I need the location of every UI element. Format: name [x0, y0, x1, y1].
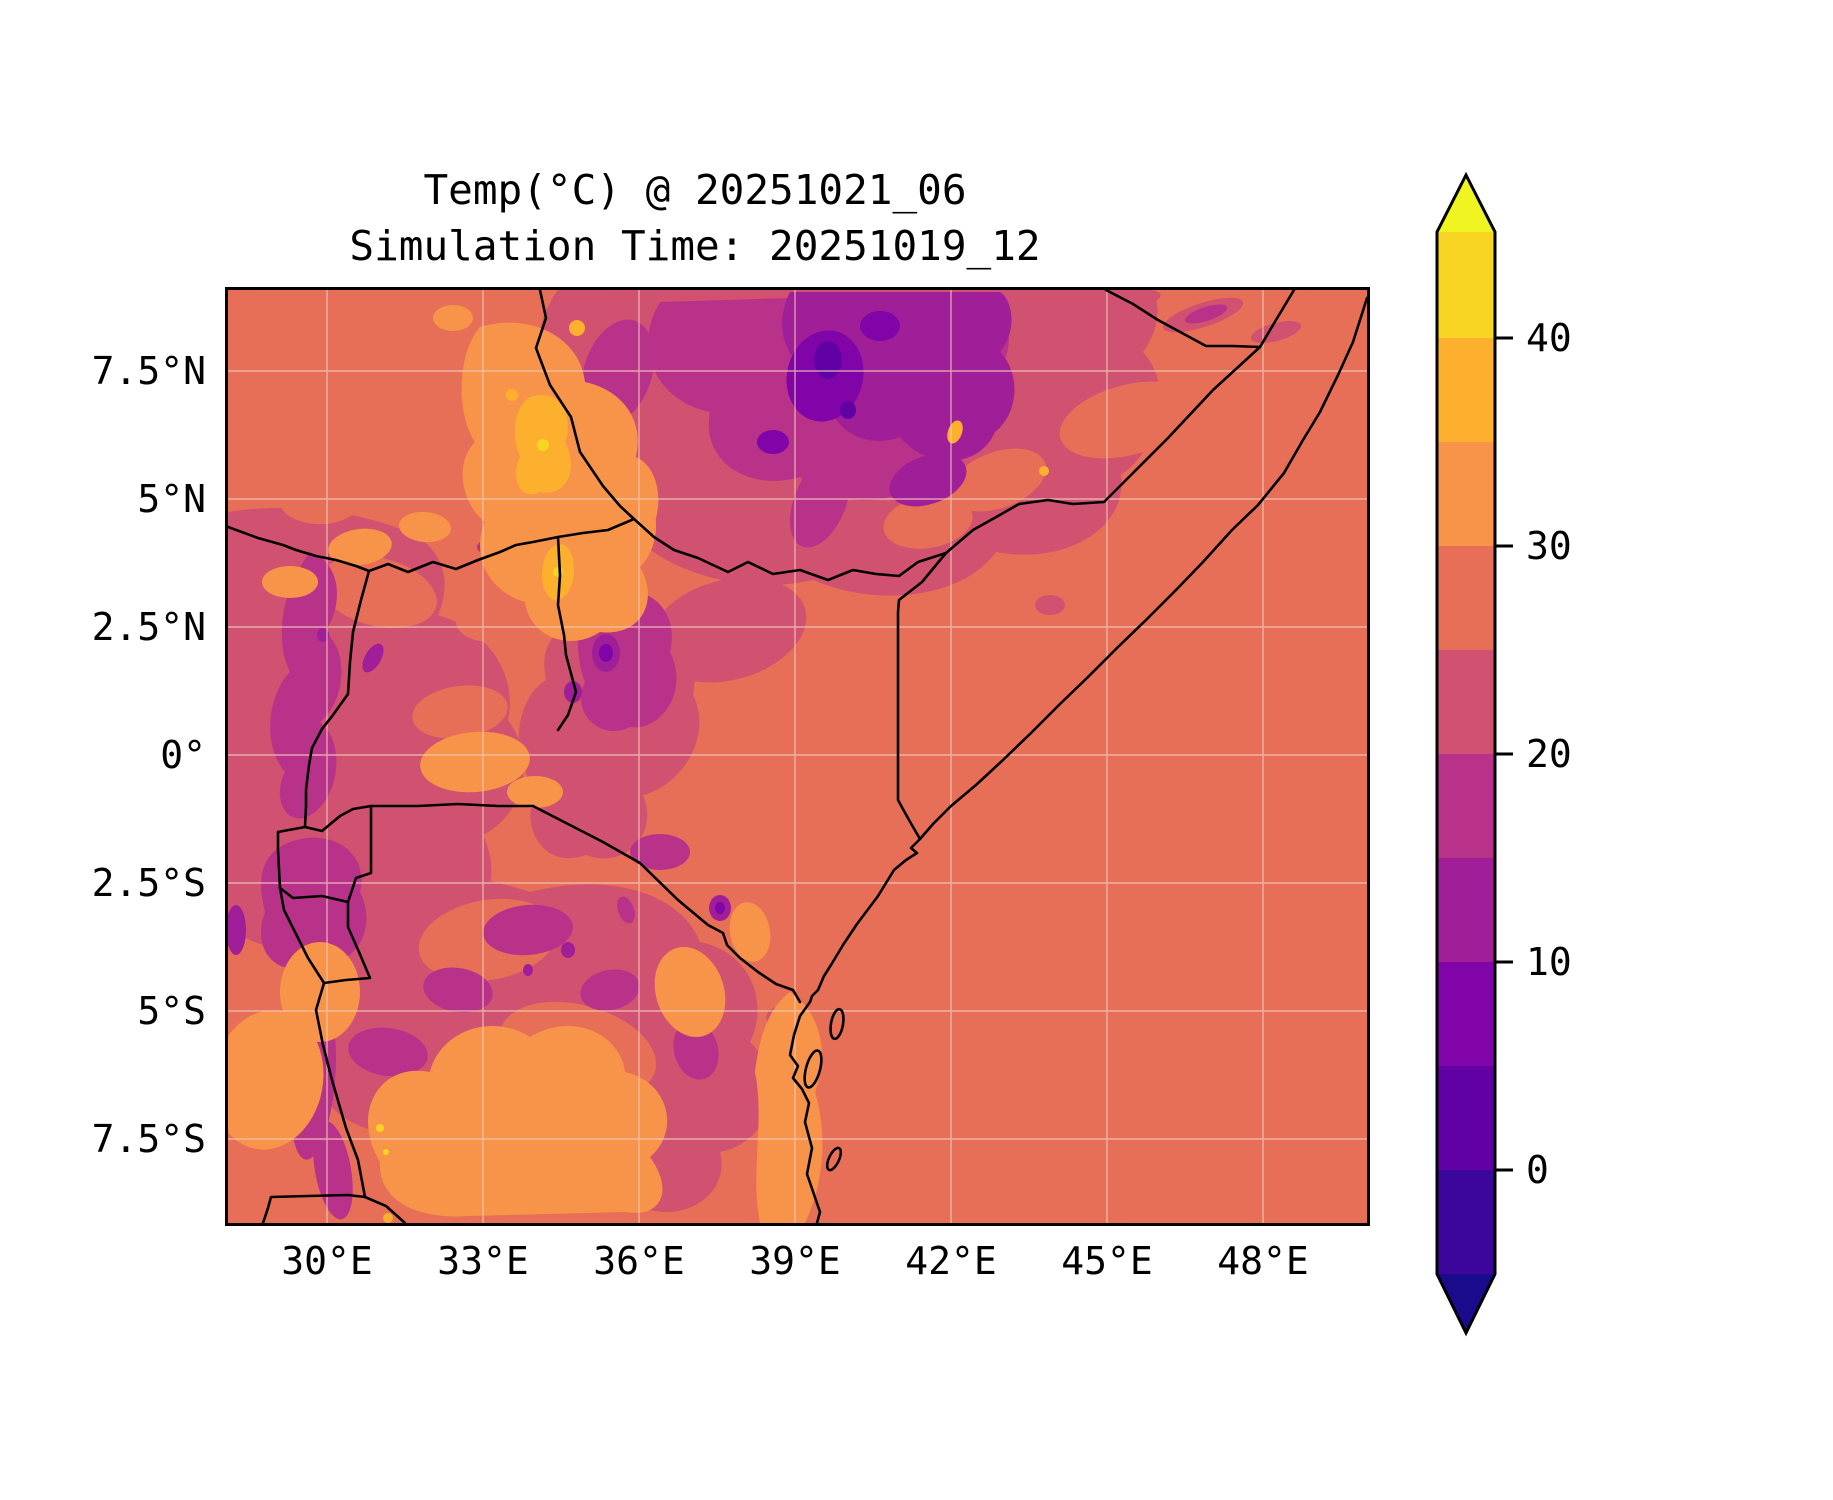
- page-subtitle: Simulation Time: 20251019_12: [349, 222, 1041, 270]
- cbar-tick-0: 0: [1526, 1148, 1549, 1192]
- island-zanzibar: [803, 1049, 823, 1089]
- coastline-indian-ocean: [788, 296, 1367, 1223]
- colorbar-extend-down: [1437, 1274, 1495, 1333]
- field-band-40-45: [376, 439, 563, 1155]
- xtick-42E: 42°E: [905, 1239, 997, 1283]
- border-uganda-kenya: [556, 535, 578, 732]
- colorbar-band-0-5: [1437, 1066, 1495, 1170]
- map-axes: [225, 287, 1370, 1226]
- ytick-2.5N: 2.5°N: [91, 605, 206, 649]
- colorbar-band-30-35: [1437, 442, 1495, 546]
- colorbar-band-25-30: [1437, 546, 1495, 650]
- field-band-0-5: [814, 341, 856, 419]
- colorbar-extend-up: [1437, 175, 1495, 232]
- cbar-tick-10: 10: [1526, 940, 1572, 984]
- island-pemba: [829, 1007, 845, 1041]
- ytick-5N: 5°N: [137, 477, 206, 521]
- colorbar-band-20-25: [1437, 650, 1495, 754]
- colorbar-band-5-10: [1437, 962, 1495, 1066]
- xtick-33E: 33°E: [437, 1239, 529, 1283]
- colorbar-outline: [1435, 171, 1497, 1337]
- border-ethiopia-somalia: [944, 345, 1262, 555]
- border-south-sudan-uganda-kenya: [228, 517, 636, 574]
- border-drc-uganda: [303, 569, 371, 829]
- ytick-7.5S: 7.5°S: [91, 1117, 206, 1161]
- colorbar-band-40-45: [1437, 232, 1495, 338]
- border-kenya-tanzania: [531, 804, 802, 1004]
- border-kenya-somalia: [896, 551, 948, 841]
- xtick-36E: 36°E: [593, 1239, 685, 1283]
- cbar-tick-40: 40: [1526, 316, 1572, 360]
- border-drc-tanzania: [261, 981, 367, 1223]
- colorbar: [1435, 171, 1513, 1337]
- country-borders: [228, 290, 1367, 1223]
- colorbar-band-10-15: [1437, 858, 1495, 962]
- border-tanzania-zambia: [363, 1195, 407, 1223]
- colorbar-band-m5-0: [1437, 1170, 1495, 1274]
- xtick-45E: 45°E: [1061, 1239, 1153, 1283]
- cbar-tick-20: 20: [1526, 732, 1572, 776]
- border-somaliland-east: [1258, 290, 1296, 349]
- colorbar-tickmarks: [1495, 336, 1513, 1172]
- xtick-48E: 48°E: [1217, 1239, 1309, 1283]
- ytick-5S: 5°S: [137, 989, 206, 1033]
- border-rwanda: [276, 804, 373, 904]
- border-ethiopia-kenya: [632, 517, 948, 582]
- colorbar-band-35-40: [1437, 338, 1495, 442]
- page-title: Temp(°C) @ 20251021_06: [423, 166, 967, 214]
- colorbar-band-15-20: [1437, 754, 1495, 858]
- graticule: [228, 290, 1367, 1223]
- cbar-tick-30: 30: [1526, 524, 1572, 568]
- border-ethiopia-south-sudan: [534, 290, 636, 521]
- border-burundi: [278, 886, 372, 985]
- island-mafia: [825, 1146, 843, 1172]
- border-uganda-tanzania: [369, 802, 535, 808]
- map-canvas: [228, 290, 1367, 1223]
- colorbar-bands: [1437, 175, 1495, 1333]
- xtick-30E: 30°E: [281, 1239, 373, 1283]
- ytick-2.5S: 2.5°S: [91, 861, 206, 905]
- ytick-0: 0°: [160, 733, 206, 777]
- ytick-7.5N: 7.5°N: [91, 349, 206, 393]
- border-somaliland-west: [1104, 290, 1262, 349]
- field-band-25-30-patches: [280, 381, 1197, 1195]
- xtick-39E: 39°E: [749, 1239, 841, 1283]
